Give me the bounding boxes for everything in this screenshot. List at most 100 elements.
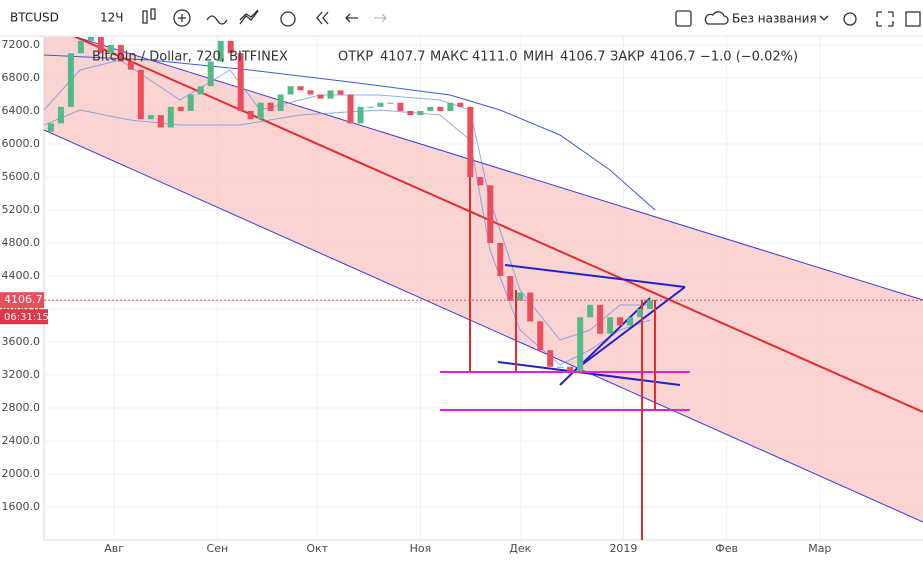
candle xyxy=(207,61,214,87)
candle xyxy=(467,106,474,177)
last-price-tag xyxy=(0,292,44,309)
triangle-bottom xyxy=(497,361,681,386)
compare-icon[interactable] xyxy=(206,15,228,25)
candle xyxy=(237,53,244,111)
symbol[interactable]: BTCUSD xyxy=(10,11,59,25)
candle xyxy=(447,102,454,111)
candle xyxy=(107,44,114,54)
triangle-side xyxy=(574,286,686,371)
alert-icon[interactable] xyxy=(280,11,296,27)
y-tick-label: 2000.0 xyxy=(2,467,41,480)
plus xyxy=(178,14,186,22)
layout-name[interactable]: Без названия xyxy=(732,12,817,26)
candle xyxy=(67,53,74,107)
candle xyxy=(277,94,284,111)
candle xyxy=(157,115,164,128)
candle xyxy=(497,242,504,276)
candle xyxy=(287,86,294,95)
candle xyxy=(267,102,274,111)
candle xyxy=(87,37,94,41)
last-price-label: 4106.7 xyxy=(4,293,43,306)
redo-icon[interactable] xyxy=(374,13,387,23)
candle xyxy=(637,308,644,318)
legend-high: 4111.0 xyxy=(472,50,518,65)
y-tick-label: 6400.0 xyxy=(2,104,41,117)
dropdown[interactable] xyxy=(819,15,829,21)
candle xyxy=(417,110,424,116)
y-tick-label: 5600.0 xyxy=(2,170,41,183)
candle xyxy=(457,102,464,107)
candle xyxy=(137,69,144,120)
undo-icon[interactable] xyxy=(345,13,358,23)
x-tick-label: Дек xyxy=(509,542,531,555)
candle xyxy=(217,40,224,62)
y-tick-label: 7200.0 xyxy=(2,38,41,51)
bollinger-upper xyxy=(44,59,650,341)
legend-close: 4106.7 xyxy=(650,50,696,65)
triangle-support xyxy=(559,297,651,386)
replay-icon[interactable] xyxy=(316,11,329,25)
legend-title: Bitcoin / Dollar, 720, BITFINEX xyxy=(92,50,288,65)
x-tick-label: Ноя xyxy=(410,542,432,555)
drawings xyxy=(44,37,923,540)
y-tick-label: 3200.0 xyxy=(2,368,41,381)
cloud-icon[interactable] xyxy=(704,11,729,25)
legend-low: 4106.7 xyxy=(560,50,606,65)
candle xyxy=(427,106,434,111)
x-tick-label: Мар xyxy=(808,542,831,555)
y-tick-label: 3600.0 xyxy=(2,335,41,348)
candles-icon-2 xyxy=(150,8,156,20)
x-tick-label: Окт xyxy=(306,542,328,555)
toolbar xyxy=(0,0,923,36)
interval[interactable]: 12Ч xyxy=(100,11,124,25)
channel-fill xyxy=(44,37,923,522)
y-tick-label: 4400.0 xyxy=(2,269,41,282)
candle xyxy=(547,350,554,367)
legend-close-label: ЗАКР xyxy=(610,50,644,65)
candle xyxy=(537,321,544,351)
y-tick-label: 2800.0 xyxy=(2,401,41,414)
candle xyxy=(57,106,64,124)
candle xyxy=(587,304,594,318)
candle xyxy=(97,37,104,54)
candle xyxy=(127,61,134,70)
snapshot-icon[interactable] xyxy=(905,11,921,27)
overlay: 7200.0 6800.0 6400.0 6000.0 5600.0 5200.0 4800… xyxy=(0,38,923,555)
countdown-label: 06:31:15 xyxy=(4,312,49,323)
legend-change: −1.0 (−0.02%) xyxy=(700,50,798,65)
y-tick-label: 6800.0 xyxy=(2,71,41,84)
y-tick-label: 4800.0 xyxy=(2,236,41,249)
candle xyxy=(557,366,564,368)
candle xyxy=(297,86,304,91)
candle xyxy=(257,102,264,120)
legend-low-label: МИН xyxy=(523,50,554,65)
candles-icon[interactable] xyxy=(142,10,148,24)
candle xyxy=(187,94,194,111)
fullscreen-icon[interactable] xyxy=(876,11,894,27)
candle xyxy=(47,123,54,132)
legend-open-label: ОТКР xyxy=(338,50,373,65)
candle xyxy=(507,275,514,301)
candle xyxy=(627,317,634,326)
y-tick-label: 2400.0 xyxy=(2,434,41,447)
candle xyxy=(327,90,334,99)
candle xyxy=(367,106,374,108)
candle xyxy=(477,176,484,186)
y-tick-label: 6000.0 xyxy=(2,137,41,150)
x-tick-label: Фев xyxy=(715,542,738,555)
legend-high-label: МАКС xyxy=(430,50,468,65)
candle xyxy=(607,317,614,334)
candles xyxy=(47,37,654,371)
checkbox[interactable] xyxy=(675,10,692,27)
candle xyxy=(397,102,404,111)
candle xyxy=(337,90,344,95)
templates-icon[interactable] xyxy=(239,9,259,25)
settings-icon[interactable] xyxy=(843,12,857,26)
candle xyxy=(197,86,204,95)
indicators-icon[interactable] xyxy=(173,9,191,27)
candle xyxy=(617,317,624,326)
candle xyxy=(597,304,604,334)
candle xyxy=(577,317,584,371)
candle xyxy=(247,110,254,120)
candle xyxy=(567,366,574,371)
